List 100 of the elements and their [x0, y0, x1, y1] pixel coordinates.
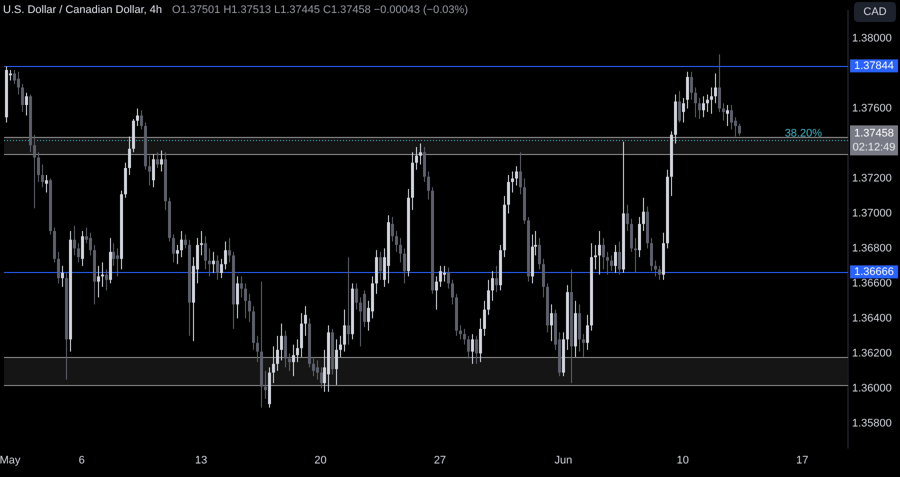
candlestick — [236, 276, 239, 319]
y-tick-label: 1.37600 — [852, 102, 892, 115]
candlestick — [586, 314, 589, 350]
candlestick — [698, 98, 701, 120]
candlestick — [160, 150, 163, 172]
candlestick — [642, 197, 645, 232]
candlestick — [180, 230, 183, 258]
candlestick — [538, 237, 541, 270]
candlestick — [722, 102, 725, 122]
candlestick — [320, 366, 323, 389]
candlestick — [391, 216, 394, 242]
candlestick — [686, 71, 689, 110]
candlestick — [57, 251, 60, 284]
ref-line-label: 1.37844 — [854, 60, 894, 72]
candlestick — [614, 244, 617, 274]
y-tick-label: 1.36600 — [852, 277, 892, 290]
candlestick — [702, 96, 705, 118]
candlestick — [97, 265, 100, 298]
candlestick — [598, 230, 601, 276]
candlestick — [626, 204, 629, 232]
candlestick — [136, 108, 139, 127]
candlestick — [471, 334, 474, 364]
annotation: 38.20% — [784, 128, 822, 140]
candlestick — [403, 248, 406, 284]
candlestick — [654, 260, 657, 277]
candlestick — [156, 152, 159, 168]
candlestick — [706, 94, 709, 113]
candlestick — [467, 335, 470, 360]
candlestick — [33, 134, 36, 209]
candlestick — [355, 282, 358, 310]
candlestick — [678, 90, 681, 124]
candlestick — [726, 104, 729, 127]
candlestick — [77, 242, 80, 263]
candlestick — [542, 258, 545, 298]
candlestick — [435, 276, 438, 310]
candlestick — [220, 258, 223, 279]
candlestick — [228, 237, 231, 263]
candlestick — [415, 146, 418, 170]
candlestick — [395, 230, 398, 252]
candlestick — [602, 237, 605, 270]
y-tick-label: 1.36800 — [852, 242, 892, 254]
candlestick — [606, 251, 609, 276]
candlestick — [511, 170, 514, 193]
candlestick — [483, 300, 486, 336]
candlestick — [451, 279, 454, 305]
candlestick — [264, 370, 267, 400]
x-tick-label: 6 — [78, 454, 85, 466]
candlestick — [176, 244, 179, 265]
candlestick — [204, 236, 207, 270]
candlestick — [292, 344, 295, 377]
candlestick — [256, 335, 259, 363]
candlestick — [81, 230, 84, 266]
candlestick — [312, 356, 315, 377]
candlestick — [487, 279, 490, 316]
candlestick — [439, 265, 442, 288]
candlestick — [690, 71, 693, 100]
candlestick — [650, 237, 653, 272]
chart-title: U.S. Dollar / Canadian Dollar, 4h — [3, 4, 162, 16]
candlestick — [304, 306, 307, 336]
y-tick-label: 1.36000 — [852, 382, 892, 394]
candlestick — [89, 232, 92, 256]
candlestick — [359, 296, 362, 347]
candlestick — [507, 174, 510, 214]
candlestick — [172, 234, 175, 263]
candlestick — [73, 225, 76, 256]
candlestick — [224, 240, 227, 270]
candlestick — [25, 92, 28, 116]
x-tick-label: 17 — [796, 454, 808, 466]
candlestick — [339, 335, 342, 358]
x-tick-label: 13 — [194, 454, 208, 466]
candlestick — [37, 152, 40, 182]
candlestick — [296, 338, 299, 363]
candlestick — [148, 155, 151, 186]
candlestick — [105, 268, 108, 291]
y-tick-label: 1.38000 — [852, 32, 892, 45]
candlestick — [343, 309, 346, 352]
ref-line-label: 1.36666 — [854, 266, 894, 278]
x-tick-label: 10 — [676, 454, 689, 466]
candlestick — [658, 265, 661, 280]
candlestick — [21, 84, 24, 113]
candlestick — [427, 170, 430, 200]
candlestick — [519, 152, 522, 195]
candlestick — [447, 267, 450, 290]
candlestick — [491, 270, 494, 302]
candlestick — [152, 154, 155, 188]
candlestick — [463, 328, 466, 346]
candlestick — [610, 254, 613, 272]
x-tick-label: May — [0, 454, 21, 466]
candlestick — [495, 265, 498, 293]
candlestick — [459, 324, 462, 340]
candlestick — [316, 360, 319, 380]
candlestick — [216, 254, 219, 280]
text: 1.37458 — [854, 127, 894, 140]
candlestick — [112, 242, 115, 266]
candlestick — [682, 98, 685, 124]
candlestick — [419, 143, 422, 165]
candlestick — [140, 110, 143, 130]
candlestick — [694, 87, 697, 118]
candlestick — [128, 136, 131, 176]
candlestick — [399, 237, 402, 263]
